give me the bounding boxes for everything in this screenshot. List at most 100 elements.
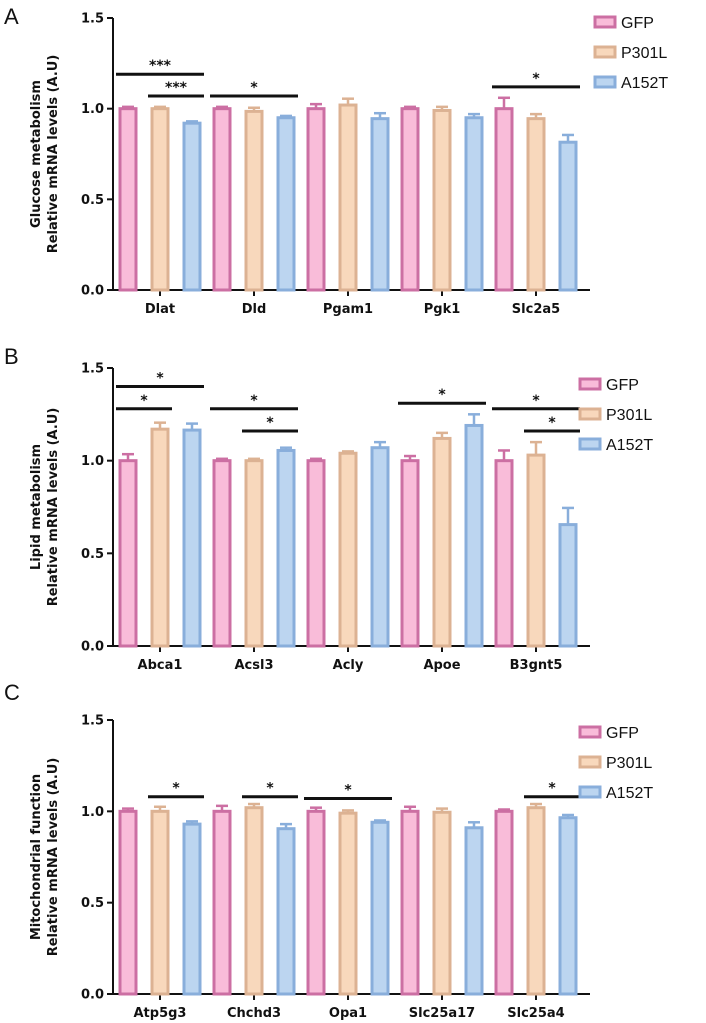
- legend-swatch-a152t: [578, 437, 602, 451]
- bar-p301l: [150, 809, 170, 996]
- y-tick-label: 0.0: [81, 640, 104, 655]
- bar-gfp: [118, 459, 138, 648]
- x-tick-label: Slc2a5: [512, 302, 560, 317]
- legend-swatch-a152t: [593, 75, 617, 89]
- bar-p301l: [432, 810, 452, 996]
- legend-label: GFP: [621, 15, 654, 32]
- y-tick-label: 1.5: [81, 12, 104, 27]
- significance-label: *: [548, 415, 556, 431]
- y-tick-label: 1.5: [81, 362, 104, 377]
- legend-label: P301L: [621, 45, 667, 62]
- bar-p301l: [244, 806, 264, 996]
- y-tick-label: 1.0: [81, 102, 104, 117]
- significance-label: *: [266, 781, 274, 797]
- x-tick-label: Atp5g3: [134, 1006, 187, 1021]
- legend-swatch-p301l: [593, 45, 617, 59]
- significance-label: *: [344, 783, 352, 799]
- legend-swatch-gfp: [593, 15, 617, 29]
- y-axis-label: Glucose metabolism Relative mRNA levels (…: [29, 55, 61, 254]
- legend-swatch-gfp: [578, 725, 602, 739]
- x-tick-label: Abca1: [138, 658, 183, 673]
- y-axis-label-line-1: Glucose metabolism: [29, 80, 44, 228]
- bar-gfp: [494, 809, 514, 996]
- bar-a152t: [464, 116, 484, 292]
- bar-a152t: [558, 816, 578, 996]
- x-tick-label: Acly: [333, 658, 364, 673]
- legend-swatch-p301l: [578, 755, 602, 769]
- bar-a152t: [558, 140, 578, 292]
- bar-p301l: [526, 117, 546, 292]
- bar-a152t: [370, 446, 390, 648]
- bar-p301l: [338, 811, 358, 996]
- y-tick-label: 0.0: [81, 284, 104, 299]
- bar-gfp: [400, 809, 420, 996]
- bar-p301l: [432, 436, 452, 648]
- legend-label: A152T: [621, 75, 668, 92]
- bar-gfp: [306, 459, 326, 648]
- panel-c: C Mitochondrial function Relative mRNA lev…: [4, 680, 653, 1021]
- bar-a152t: [276, 448, 296, 648]
- legend-label: A152T: [606, 437, 653, 454]
- bar-gfp: [212, 809, 232, 996]
- bar-a152t: [182, 822, 202, 996]
- bar-p301l: [244, 109, 264, 292]
- legend-label: GFP: [606, 377, 639, 394]
- x-tick-label: Slc25a17: [409, 1006, 475, 1021]
- bar-a152t: [276, 116, 296, 292]
- significance-label: *: [532, 393, 540, 409]
- panel-a: A Glucose metabolism Relative mRNA levels …: [4, 4, 668, 317]
- y-tick-label: 1.0: [81, 454, 104, 469]
- x-tick-label: Pgk1: [424, 302, 461, 317]
- bar-a152t: [370, 117, 390, 292]
- significance-label: ***: [165, 80, 188, 96]
- y-axis-label: Lipid metabolism Relative mRNA levels (A.…: [29, 408, 61, 607]
- x-tick-label: B3gnt5: [510, 658, 563, 673]
- bar-p301l: [150, 107, 170, 292]
- y-axis-label-line-1: Lipid metabolism: [29, 444, 44, 570]
- y-tick-label: 0.5: [81, 547, 104, 562]
- x-tick-label: Apoe: [423, 658, 460, 673]
- legend-label: P301L: [606, 755, 652, 772]
- x-tick-label: Acsl3: [234, 658, 273, 673]
- significance-label: *: [548, 781, 556, 797]
- significance-label: *: [140, 393, 148, 409]
- x-tick-label: Opa1: [329, 1006, 367, 1021]
- y-tick-label: 0.5: [81, 193, 104, 208]
- bar-gfp: [494, 459, 514, 648]
- x-tick-label: Pgam1: [323, 302, 373, 317]
- bar-gfp: [400, 107, 420, 292]
- legend-label: P301L: [606, 407, 652, 424]
- significance-label: *: [250, 80, 258, 96]
- significance-label: *: [250, 393, 258, 409]
- y-tick-label: 0.0: [81, 988, 104, 1003]
- bar-p301l: [526, 453, 546, 648]
- bar-a152t: [182, 121, 202, 292]
- bar-gfp: [212, 459, 232, 648]
- y-axis-label-line-2: Relative mRNA levels (A.U): [46, 408, 61, 607]
- y-tick-label: 1.0: [81, 805, 104, 820]
- bar-a152t: [276, 827, 296, 996]
- y-axis-label-line-2: Relative mRNA levels (A.U): [46, 758, 61, 957]
- bar-gfp: [118, 809, 138, 996]
- y-tick-label: 1.5: [81, 714, 104, 729]
- bar-gfp: [306, 809, 326, 996]
- panel-b: B Lipid metabolism Relative mRNA levels (A…: [4, 344, 653, 673]
- significance-label: ***: [149, 58, 172, 74]
- legend-label: A152T: [606, 785, 653, 802]
- y-axis-label-line-1: Mitochondrial function: [29, 774, 44, 940]
- bar-a152t: [182, 428, 202, 648]
- significance-label: *: [438, 387, 446, 403]
- legend-swatch-gfp: [578, 377, 602, 391]
- bar-p301l: [338, 103, 358, 292]
- x-tick-label: Chchd3: [227, 1006, 281, 1021]
- bar-gfp: [400, 459, 420, 648]
- bar-p301l: [244, 459, 264, 648]
- bar-a152t: [464, 423, 484, 648]
- panel-letter: A: [4, 4, 19, 29]
- bar-a152t: [558, 523, 578, 648]
- legend-swatch-p301l: [578, 407, 602, 421]
- bar-gfp: [494, 107, 514, 292]
- bar-a152t: [464, 826, 484, 996]
- significance-label: *: [156, 371, 164, 387]
